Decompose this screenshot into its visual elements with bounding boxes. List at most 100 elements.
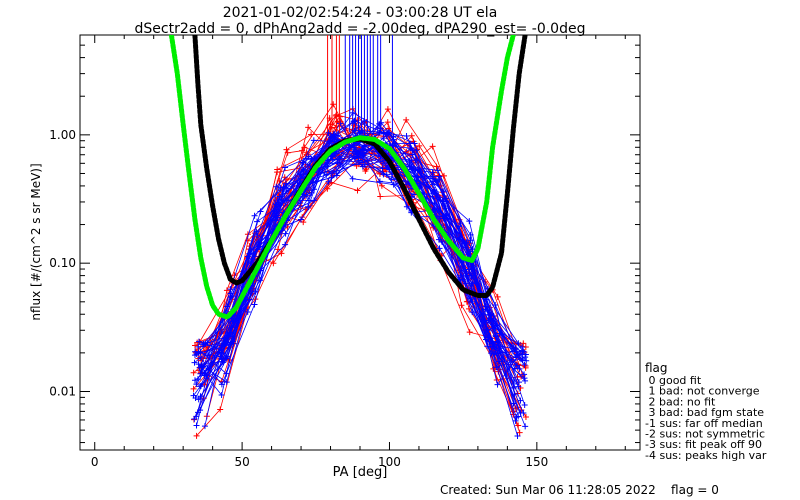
blue-data-point (413, 177, 420, 184)
blue-data-point (389, 142, 396, 149)
blue-data-point (512, 345, 519, 352)
blue-data-point (508, 356, 515, 363)
red-data-point (466, 329, 473, 336)
blue-data-point (459, 276, 466, 283)
blue-data-point (324, 160, 331, 167)
x-tick-label: 50 (234, 455, 249, 469)
blue-data-point (510, 380, 517, 387)
blue-data-point (485, 317, 492, 324)
blue-data-point (254, 218, 261, 225)
red-data-point (190, 369, 197, 376)
y-tick-label: 1.00 (49, 128, 76, 142)
blue-data-point (440, 198, 447, 205)
chart-subtitle: dSectr2add = 0, dPhAng2add = -2.00deg, d… (135, 21, 586, 37)
red-data-point (377, 193, 384, 200)
blue-data-point (325, 129, 332, 136)
red-data-point (494, 293, 501, 300)
legend-title: flag (645, 361, 668, 375)
blue-data-point (469, 309, 476, 316)
blue-data-point (193, 422, 200, 429)
blue-data-point (439, 238, 446, 245)
blue-data-point (337, 120, 344, 127)
blue-data-point (487, 335, 494, 342)
blue-data-point (297, 199, 304, 206)
blue-data-point (311, 155, 318, 162)
blue-data-point (256, 240, 263, 247)
blue-data-point (282, 164, 289, 171)
blue-data-point (204, 339, 211, 346)
red-data-point (336, 113, 343, 120)
axis-ticks: 0 50 100 150 0.01 0.10 1.00 (49, 34, 640, 469)
blue-data-point (376, 178, 383, 185)
blue-data-point (273, 183, 280, 190)
blue-data-point (410, 191, 417, 198)
blue-data-point (467, 237, 474, 244)
blue-data-point (223, 355, 230, 362)
blue-data-point (521, 361, 528, 368)
blue-data-point (492, 301, 499, 308)
blue-data-point (519, 344, 526, 351)
blue-data-point (440, 213, 447, 220)
blue-data-point (191, 359, 198, 366)
legend-entry: -2 sus: not symmetric (645, 428, 765, 441)
blue-data-point (517, 409, 524, 416)
blue-data-point (357, 129, 364, 136)
blue-data-point (219, 358, 226, 365)
blue-data-point (455, 236, 462, 243)
red-data-point (516, 429, 523, 436)
blue-data-point (429, 169, 436, 176)
blue-data-point (467, 248, 474, 255)
blue-data-point (297, 216, 304, 223)
blue-data-point (195, 343, 202, 350)
legend-entry: 2 bad: no fit (645, 395, 716, 408)
red-data-point (522, 364, 529, 371)
blue-data-point (230, 340, 237, 347)
blue-data-point (436, 245, 443, 252)
blue-data-point (325, 178, 332, 185)
blue-data-point (380, 130, 387, 137)
plot-frame (79, 34, 641, 451)
blue-data-point (282, 230, 289, 237)
blue-data-point (303, 155, 310, 162)
blue-data-point (440, 188, 447, 195)
blue-data-point (429, 181, 436, 188)
blue-data-point (300, 166, 307, 173)
blue-data-point (329, 153, 336, 160)
blue-data-point (282, 241, 289, 248)
red-data-point (275, 246, 282, 253)
blue-data-point (198, 366, 205, 373)
blue-data-point (251, 301, 258, 308)
blue-data-point (305, 203, 312, 210)
red-data-point (299, 147, 306, 154)
legend-entry: 0 good fit (645, 374, 702, 387)
legend-entry: -1 sus: far off median (645, 417, 763, 430)
blue-data-point (195, 338, 202, 345)
blue-data-point (512, 354, 519, 361)
blue-data-point (349, 175, 356, 182)
legend-entry: 3 bad: bad fgm state (645, 406, 764, 419)
legend-entry: -3 sus: fit peak off 90 (645, 438, 762, 451)
red-data-point (330, 101, 337, 108)
blue-data-point (275, 199, 282, 206)
blue-data-point (403, 133, 410, 140)
blue-data-point (522, 354, 529, 361)
red-data-point (308, 131, 315, 138)
blue-data-point (336, 155, 343, 162)
legend-entry: 1 bad: not converge (645, 385, 760, 398)
blue-data-point (380, 171, 387, 178)
blue-data-point (407, 144, 414, 151)
blue-data-point (361, 161, 368, 168)
blue-data-point (483, 336, 490, 343)
blue-data-point (193, 381, 200, 388)
red-data-point (190, 385, 197, 392)
blue-data-point (413, 147, 420, 154)
blue-data-point (512, 417, 519, 424)
blue-data-point (195, 361, 202, 368)
blue-data-point (495, 339, 502, 346)
blue-data-point (201, 372, 208, 379)
red-data-point (283, 146, 290, 153)
blue-data-point (197, 354, 204, 361)
red-data-point (522, 414, 529, 421)
blue-data-point (466, 218, 473, 225)
blue-data-point (409, 151, 416, 158)
